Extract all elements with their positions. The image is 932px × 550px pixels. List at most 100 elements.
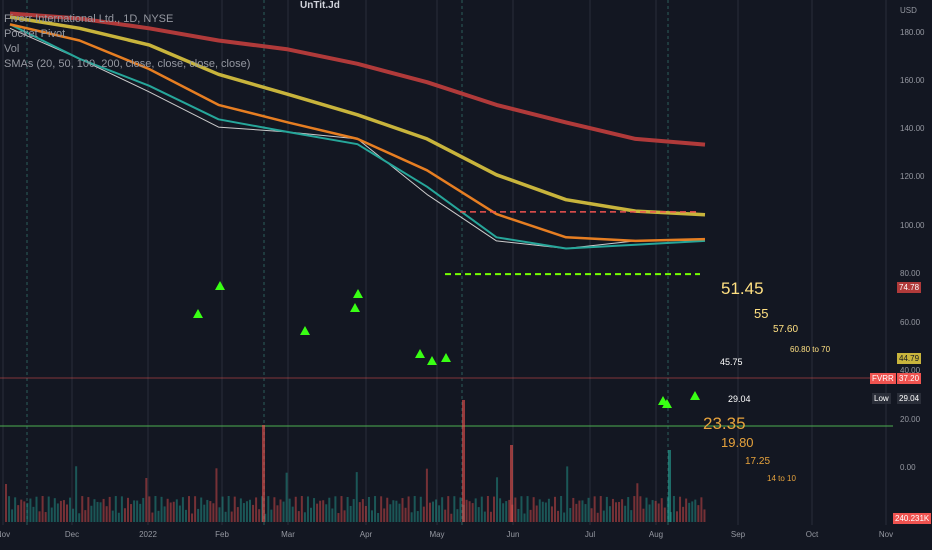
volume-bar	[380, 496, 383, 522]
volume-bar	[133, 500, 136, 522]
volume-spike-2	[668, 450, 671, 522]
volume-bar	[160, 496, 163, 522]
symbol-title[interactable]: Fiverr International Ltd., 1D, NYSE	[4, 13, 174, 25]
price-axis-panel[interactable]	[893, 0, 932, 540]
volume-bar	[5, 484, 7, 522]
volume-bar	[450, 513, 453, 522]
indicator-smas[interactable]: SMAs (20, 50, 100, 200, close, close, cl…	[4, 58, 251, 70]
volume-bar	[127, 497, 129, 522]
volume-bar	[425, 468, 428, 522]
pocket-pivot-marker-0	[193, 309, 203, 318]
volume-bar	[413, 496, 416, 522]
volume-bar	[303, 512, 306, 522]
volume-bar	[679, 496, 682, 522]
volume-bar	[197, 508, 200, 522]
volume-bar	[389, 504, 392, 522]
x-tick-label: Sep	[730, 530, 746, 539]
volume-bar	[166, 498, 169, 522]
volume-bar	[108, 496, 111, 522]
volume-bar	[575, 503, 578, 522]
volume-bar	[151, 512, 154, 522]
volume-bar	[645, 497, 648, 522]
volume-bar	[627, 497, 630, 522]
x-tick-label: Jun	[506, 530, 520, 539]
volume-bar	[444, 509, 447, 522]
resistance-label: 45.75	[720, 357, 743, 367]
volume-bar	[206, 499, 209, 522]
volume-bar	[310, 507, 312, 522]
volume-bar	[93, 499, 96, 522]
y-tick-label: 20.00	[900, 415, 921, 424]
volume-bar	[340, 496, 343, 522]
volume-bar	[258, 509, 261, 522]
volume-bar	[608, 506, 611, 522]
volume-bar	[447, 496, 450, 522]
volume-bar	[154, 496, 157, 522]
volume-bar	[349, 505, 352, 522]
volume-bar	[547, 498, 550, 522]
y-tick-label: 60.00	[900, 318, 921, 327]
volume-bar	[355, 472, 358, 522]
volume-bar	[508, 499, 511, 522]
volume-bar	[35, 496, 38, 522]
y-tick-label: 180.00	[900, 28, 925, 37]
volume-bar	[611, 498, 614, 522]
x-tick-label: Mar	[281, 530, 295, 539]
volume-bar	[81, 496, 84, 522]
volume-bar	[474, 498, 477, 522]
volume-bar	[496, 477, 499, 522]
volume-spike-3	[510, 445, 513, 522]
x-tick-label: Feb	[215, 530, 229, 539]
sma200-price-tag: 74.78	[897, 282, 922, 293]
pocket-pivot-marker-5	[415, 349, 425, 358]
volume-bar	[282, 501, 285, 522]
volume-bar	[550, 506, 553, 522]
volume-bar	[47, 496, 50, 522]
volume-bar	[618, 501, 621, 522]
volume-bar	[441, 497, 444, 522]
volume-bar	[456, 509, 459, 522]
target-51-label: 51.45	[721, 279, 764, 298]
volume-bar	[328, 497, 331, 522]
volume-bar	[111, 510, 114, 522]
indicator-pocket-pivot[interactable]: Pocket Pivot	[4, 28, 66, 40]
volume-bar	[17, 505, 20, 522]
symbol-tag: FVRR	[870, 373, 896, 384]
volume-bar	[331, 508, 334, 522]
volume-bar	[514, 497, 517, 522]
volume-bar	[221, 496, 224, 522]
volume-bar	[654, 500, 657, 522]
indicator-volume[interactable]: Vol	[4, 43, 20, 55]
volume-bar	[386, 497, 389, 522]
volume-bar	[615, 502, 617, 522]
volume-bar	[294, 496, 297, 522]
volume-bar	[407, 496, 410, 522]
volume-bar	[145, 478, 148, 522]
volume-bar	[270, 509, 273, 522]
volume-bar	[358, 502, 361, 522]
volume-bar	[334, 496, 337, 522]
volume-bar	[249, 499, 251, 522]
volume-bar	[194, 496, 197, 522]
volume-bar	[169, 502, 172, 522]
volume-bar	[291, 506, 294, 522]
pocket-pivot-marker-7	[441, 353, 451, 362]
volume-bar	[410, 512, 413, 522]
volume-bar	[422, 506, 425, 522]
volume-bar	[599, 496, 602, 522]
volume-bar	[66, 504, 68, 522]
volume-bar	[596, 512, 599, 522]
volume-bar	[102, 498, 105, 522]
last-price-tag: 37.20	[897, 373, 922, 384]
x-tick-label: Oct	[805, 530, 819, 539]
low-value-tag: 29.04	[897, 393, 922, 404]
volume-bar	[252, 504, 255, 522]
volume-bar	[99, 502, 102, 522]
volume-bar	[520, 496, 523, 522]
volume-bar	[489, 511, 492, 522]
volume-bar	[529, 509, 532, 522]
volume-bar	[87, 497, 90, 522]
volume-bar	[428, 502, 431, 522]
volume-bar	[316, 503, 319, 522]
